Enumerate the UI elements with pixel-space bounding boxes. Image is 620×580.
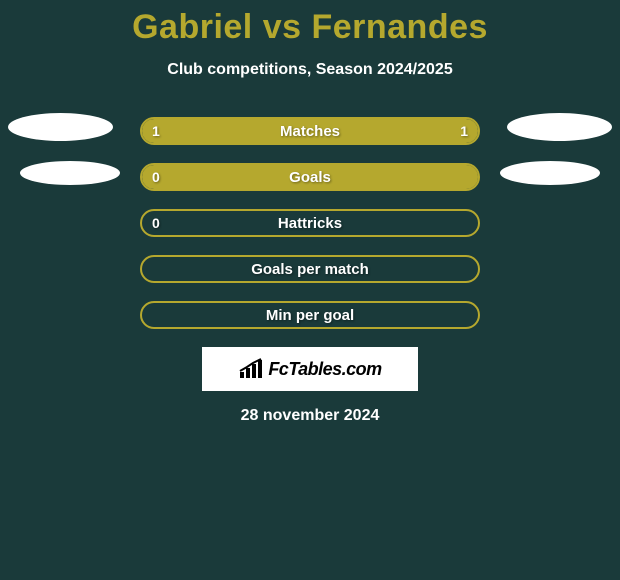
subtitle: Club competitions, Season 2024/2025 <box>0 61 620 79</box>
stat-label: Min per goal <box>142 307 478 324</box>
stat-value-left: 1 <box>152 123 160 139</box>
stat-label: Hattricks <box>142 215 478 232</box>
comparison-panel: Matches11Goals0Hattricks0Goals per match… <box>0 117 620 425</box>
player-right-club-placeholder <box>500 161 600 185</box>
stat-value-left: 0 <box>152 169 160 185</box>
player-right-photo-placeholder <box>507 113 612 141</box>
stat-row: Hattricks0 <box>140 209 480 237</box>
stat-label: Goals <box>142 169 478 186</box>
stat-label: Goals per match <box>142 261 478 278</box>
logo-chart-icon <box>238 358 264 380</box>
stat-row: Min per goal <box>140 301 480 329</box>
stat-value-left: 0 <box>152 215 160 231</box>
date-label: 28 november 2024 <box>0 407 620 425</box>
logo-box: FcTables.com <box>202 347 418 391</box>
stat-label: Matches <box>142 123 478 140</box>
stat-row: Goals per match <box>140 255 480 283</box>
logo-text: FcTables.com <box>268 359 381 380</box>
stat-bars: Matches11Goals0Hattricks0Goals per match… <box>140 117 480 329</box>
stat-value-right: 1 <box>460 123 468 139</box>
player-left-club-placeholder <box>20 161 120 185</box>
page-title: Gabriel vs Fernandes <box>0 0 620 47</box>
player-left-photo-placeholder <box>8 113 113 141</box>
stat-row: Matches1 1 <box>140 117 480 145</box>
stat-row: Goals0 <box>140 163 480 191</box>
